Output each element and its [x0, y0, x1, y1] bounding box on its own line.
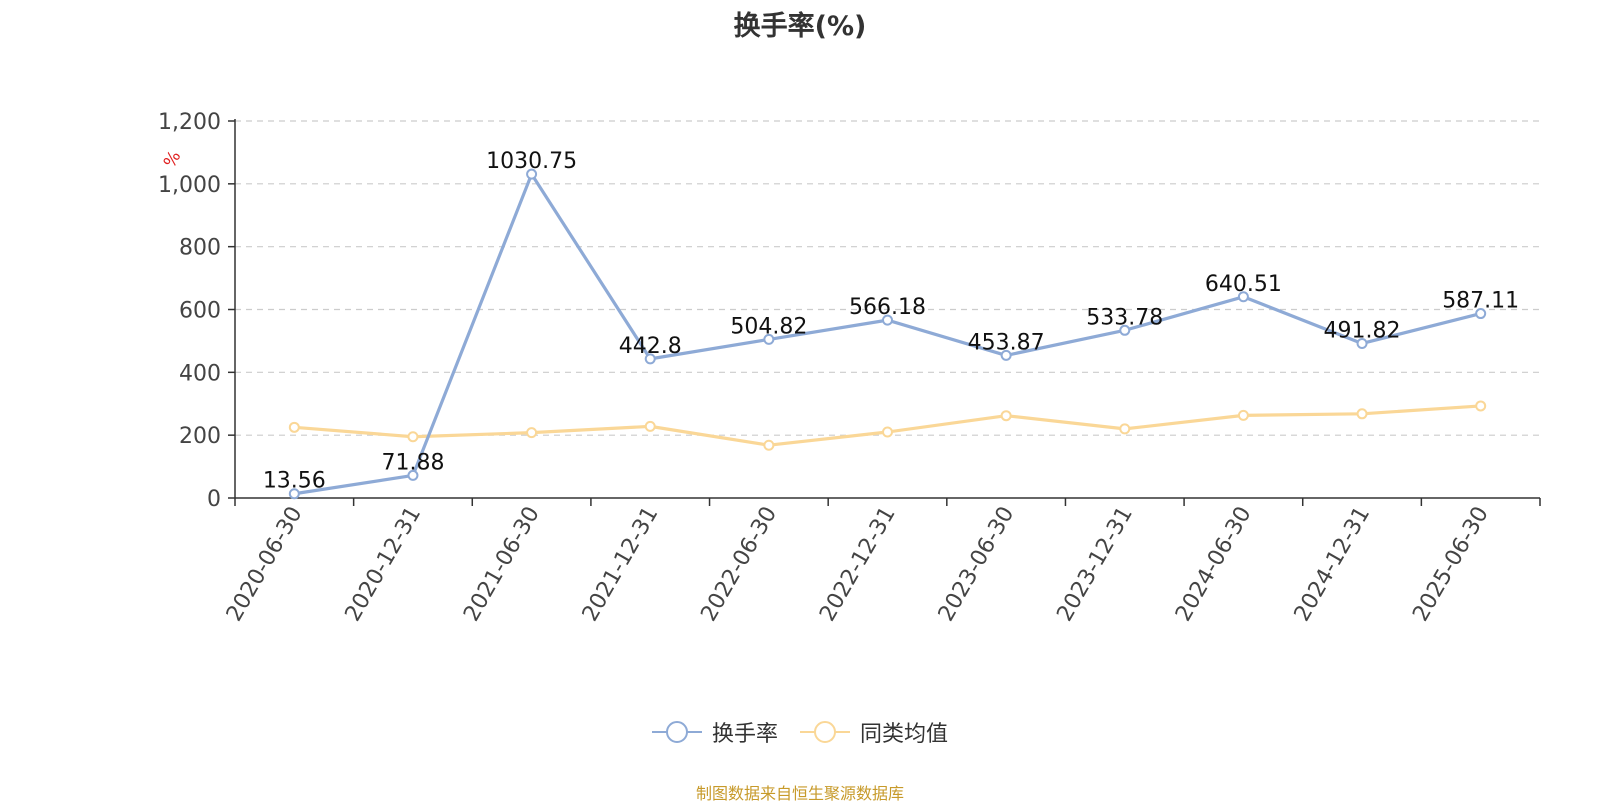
data-point: [763, 439, 775, 451]
x-tick-label: 2020-06-30: [222, 503, 308, 626]
x-tick-label: 2023-12-31: [1052, 503, 1138, 626]
series-line-1: [294, 404, 1481, 447]
legend: 换手率 同类均值: [0, 716, 1600, 748]
data-label: 566.18: [849, 295, 926, 320]
x-tick-label: 2021-06-30: [459, 503, 545, 626]
data-point: [1237, 409, 1249, 421]
x-tick-label: 2020-12-31: [341, 503, 427, 626]
data-point: [1356, 408, 1368, 420]
axis-layer: 0 200 400 600 800 1,000 1,200% 2020-06-30 2020-1…: [158, 110, 1541, 626]
x-tick-label: 2021-12-31: [578, 503, 664, 626]
legend-item-turnover[interactable]: 换手率: [651, 716, 778, 748]
data-label: 71.88: [381, 450, 444, 475]
data-point: [526, 427, 538, 439]
grid-layer: [235, 120, 1540, 436]
legend-swatch-circle: [665, 721, 688, 743]
legend-item-peer-average[interactable]: 同类均值: [800, 716, 948, 748]
data-label-layer: 13.56 71.88 1030.75 442.8 504.82 566.18 453.87…: [263, 149, 1519, 494]
y-tick-label: 1,200: [158, 110, 221, 135]
x-tick-label: 2023-06-30: [934, 503, 1020, 626]
data-point: [1000, 349, 1012, 361]
series-line-0: [294, 172, 1482, 496]
data-point: [288, 421, 300, 433]
y-tick-label: 600: [179, 299, 221, 324]
chart-title: 换手率(%): [733, 11, 867, 42]
y-tick-label: 200: [179, 424, 221, 449]
data-label: 13.56: [263, 469, 326, 494]
data-point: [1475, 400, 1487, 412]
x-tick-label: 2024-12-31: [1290, 503, 1376, 626]
y-tick-label: 1,000: [158, 173, 221, 198]
data-point: [526, 168, 538, 180]
data-point: [1119, 423, 1131, 435]
data-label: 442.8: [619, 334, 682, 359]
data-label: 491.82: [1324, 318, 1401, 343]
y-tick-label: 800: [179, 236, 221, 261]
data-point: [1119, 324, 1131, 336]
series-layer: [288, 168, 1487, 500]
line-chart: 0 200 400 600 800 1,000 1,200% 2020-06-30 2020-1…: [158, 110, 1541, 626]
data-point: [1356, 337, 1368, 349]
data-label: 587.11: [1442, 289, 1519, 314]
data-point: [288, 488, 300, 500]
legend-label-peer-average: 同类均值: [860, 722, 949, 747]
y-axis-unit-label: %: [160, 148, 185, 172]
legend-swatch-peer-average: [800, 721, 850, 743]
y-tick-label: 0: [207, 487, 221, 512]
data-label: 533.78: [1086, 305, 1163, 330]
y-tick-label: 400: [179, 361, 221, 386]
data-label: 1030.75: [486, 149, 577, 174]
data-point: [1000, 410, 1012, 422]
legend-label-turnover: 换手率: [711, 722, 778, 747]
data-point: [644, 420, 656, 432]
data-point: [644, 353, 656, 365]
data-point: [763, 333, 775, 345]
data-point: [882, 314, 893, 326]
x-tick-label: 2022-06-30: [696, 503, 782, 626]
x-tick-label: 2022-12-31: [815, 503, 901, 626]
x-tick-label: 2025-06-30: [1408, 503, 1494, 626]
data-point: [1475, 308, 1487, 320]
data-point: [407, 431, 419, 443]
legend-swatch-circle: [814, 721, 836, 743]
data-point: [882, 426, 893, 438]
data-point: [1237, 291, 1249, 303]
source-note: 制图数据来自恒生聚源数据库: [695, 784, 904, 803]
legend-swatch-turnover: [651, 721, 702, 743]
data-label: 504.82: [730, 314, 807, 339]
data-label: 640.51: [1205, 272, 1282, 297]
x-tick-label: 2024-06-30: [1171, 503, 1257, 626]
data-point: [407, 469, 419, 481]
data-label: 453.87: [968, 330, 1045, 355]
